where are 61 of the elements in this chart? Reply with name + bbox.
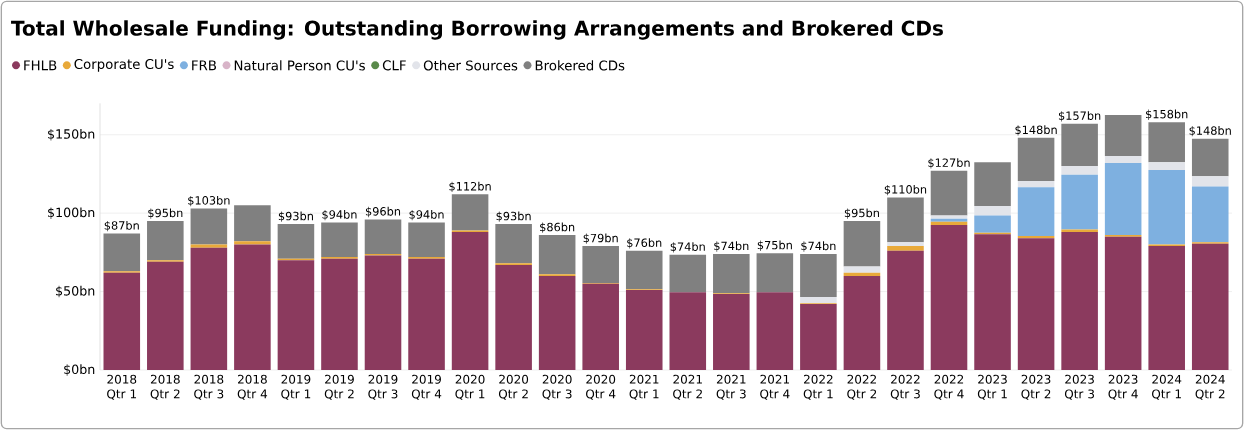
total-label: $95bn <box>148 208 183 219</box>
total-label: $157bn <box>1058 111 1101 122</box>
x-tick-label: 2023 Qtr 1 <box>977 374 1007 400</box>
legend-label: CLF <box>382 60 406 71</box>
x-tick-label: 2022 Qtr 4 <box>934 374 964 400</box>
total-label: $148bn <box>1189 126 1231 137</box>
x-tick-label: 2023 Qtr 3 <box>1064 374 1095 400</box>
x-tick-label: 2022 Qtr 3 <box>890 374 920 400</box>
legend-label: Other Sources <box>423 60 518 71</box>
total-label: $76bn <box>627 238 662 249</box>
total-label: $74bn <box>801 241 836 252</box>
x-tick-label: 2022 Qtr 2 <box>847 374 877 400</box>
legend-label: Corporate CU's <box>74 58 174 72</box>
x-tick-label: 2018 Qtr 1 <box>107 374 137 400</box>
legend-label: FHLB <box>24 60 57 71</box>
total-label: $93bn <box>496 211 531 222</box>
x-tick-label: 2021 Qtr 1 <box>629 374 659 400</box>
total-label: $96bn <box>365 206 401 218</box>
y-tick-label: $150bn <box>48 128 95 141</box>
x-tick-label: 2020 Qtr 2 <box>498 374 529 400</box>
legend-label: Natural Person CU's <box>234 60 365 71</box>
x-tick-label: 2023 Qtr 4 <box>1108 374 1138 400</box>
total-label: $75bn <box>757 240 792 251</box>
x-tick-label: 2024 Qtr 2 <box>1195 374 1225 400</box>
y-tick-label: $100bn <box>48 207 95 219</box>
total-label: $87bn <box>104 220 139 232</box>
total-label: $112bn <box>449 181 491 193</box>
x-tick-label: 2021 Qtr 2 <box>673 374 702 400</box>
total-label: $74bn <box>670 242 705 253</box>
legend-label: Brokered CDs <box>535 60 625 71</box>
total-label: $74bn <box>714 241 749 252</box>
total-label: $158bn <box>1146 109 1188 120</box>
x-tick-label: 2022 Qtr 1 <box>803 374 833 400</box>
total-label: $110bn <box>884 184 927 196</box>
x-tick-label: 2019 Qtr 2 <box>324 374 354 400</box>
x-tick-label: 2023 Qtr 2 <box>1021 374 1051 400</box>
total-label: $79bn <box>583 233 618 244</box>
x-tick-label: 2021 Qtr 4 <box>760 374 790 400</box>
y-tick-label: $50bn <box>56 285 95 298</box>
x-tick-label: 2019 Qtr 4 <box>411 374 442 400</box>
y-tick-label: $0bn <box>64 364 95 376</box>
x-tick-label: 2020 Qtr 1 <box>455 374 485 400</box>
total-label: $127bn <box>928 158 970 169</box>
total-label: $93bn <box>278 211 313 222</box>
x-tick-label: 2021 Qtr 3 <box>716 374 746 400</box>
x-tick-label: 2018 Qtr 2 <box>150 374 180 400</box>
x-tick-label: 2018 Qtr 3 <box>194 374 224 400</box>
total-label: $86bn <box>540 222 575 233</box>
total-label: $94bn <box>322 210 357 221</box>
total-label: $94bn <box>409 210 444 221</box>
total-label: $148bn <box>1015 125 1057 136</box>
legend-label: FRB <box>192 60 217 71</box>
total-label: $95bn <box>844 208 879 219</box>
x-tick-label: 2019 Qtr 3 <box>368 374 398 400</box>
x-tick-label: 2020 Qtr 4 <box>586 374 616 400</box>
total-label: $103bn <box>188 195 230 207</box>
x-tick-label: 2018 Qtr 4 <box>237 374 268 400</box>
x-tick-label: 2020 Qtr 3 <box>542 374 572 400</box>
x-tick-label: 2024 Qtr 1 <box>1152 374 1182 400</box>
chart-title: Total Wholesale Funding: Outstanding Borrowing Arrangements and Brokered CDs <box>11 20 943 40</box>
x-tick-label: 2019 Qtr 1 <box>281 374 311 400</box>
